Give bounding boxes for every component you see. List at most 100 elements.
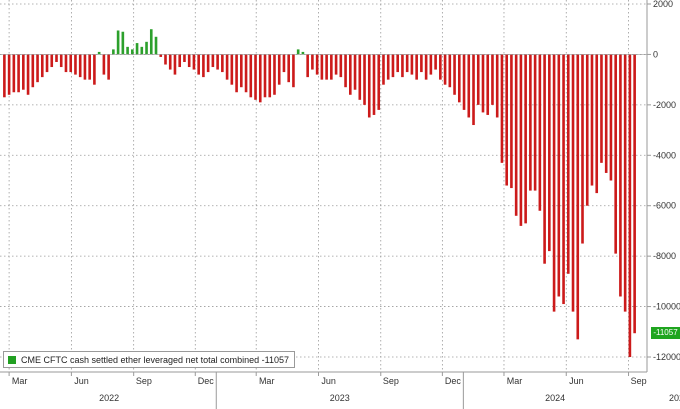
bar bbox=[439, 54, 442, 80]
bar bbox=[472, 54, 475, 126]
x-axis-year-labels: 2022 2023 2024 2025 bbox=[99, 393, 680, 403]
bar bbox=[552, 54, 556, 312]
bar bbox=[543, 54, 546, 264]
bar bbox=[59, 54, 63, 68]
bar bbox=[315, 54, 319, 75]
bar bbox=[244, 54, 248, 93]
bar bbox=[619, 54, 622, 297]
bar bbox=[386, 54, 390, 80]
bar bbox=[476, 54, 480, 105]
bar bbox=[83, 54, 87, 80]
bar bbox=[202, 54, 205, 78]
bar bbox=[154, 36, 158, 55]
x-tick-label: Mar bbox=[12, 376, 28, 386]
bar bbox=[221, 54, 224, 73]
bar bbox=[524, 54, 527, 224]
bar bbox=[562, 54, 565, 305]
bar bbox=[505, 54, 508, 186]
bar bbox=[230, 54, 234, 85]
legend-swatch bbox=[8, 355, 16, 364]
bar bbox=[500, 54, 504, 163]
bar bbox=[258, 54, 262, 103]
bar bbox=[533, 54, 537, 191]
bar bbox=[254, 54, 257, 100]
bar bbox=[325, 54, 328, 80]
y-tick-label: -2000 bbox=[653, 100, 676, 110]
bar bbox=[372, 54, 376, 115]
bar bbox=[140, 46, 144, 55]
bar bbox=[287, 54, 290, 83]
bar bbox=[486, 54, 490, 115]
bar bbox=[358, 54, 362, 100]
legend-label: CME CFTC cash settled ether leveraged ne… bbox=[21, 354, 289, 365]
bar bbox=[443, 54, 447, 85]
bar bbox=[576, 54, 580, 340]
year-label: 2023 bbox=[330, 393, 350, 403]
bar bbox=[391, 54, 395, 78]
bar bbox=[609, 54, 613, 181]
bar bbox=[192, 54, 196, 70]
y-tick-label: -10000 bbox=[653, 302, 680, 312]
x-tick-label: Mar bbox=[507, 376, 523, 386]
bar bbox=[159, 54, 163, 57]
bar bbox=[420, 54, 423, 73]
bar bbox=[64, 54, 68, 73]
y-tick-label: 2000 bbox=[653, 0, 673, 9]
bar bbox=[296, 49, 300, 55]
bar bbox=[339, 54, 343, 78]
bar bbox=[367, 54, 371, 118]
bar bbox=[604, 54, 608, 173]
bar bbox=[401, 54, 404, 78]
bar bbox=[424, 54, 428, 80]
bar bbox=[112, 49, 115, 55]
bar bbox=[107, 54, 110, 80]
year-label: 2025 bbox=[669, 393, 680, 403]
bar bbox=[26, 54, 30, 95]
bar bbox=[78, 54, 82, 78]
bar bbox=[600, 54, 603, 163]
bar bbox=[595, 54, 599, 194]
bar bbox=[538, 54, 542, 211]
bar bbox=[121, 31, 125, 55]
bar bbox=[334, 54, 338, 75]
bar bbox=[69, 54, 73, 73]
bar bbox=[377, 54, 381, 110]
y-tick-label: -4000 bbox=[653, 150, 676, 160]
bar bbox=[40, 54, 44, 78]
bar bbox=[396, 54, 399, 73]
bar bbox=[187, 54, 191, 68]
bar bbox=[173, 54, 177, 75]
bar bbox=[301, 51, 305, 55]
bar bbox=[131, 49, 134, 55]
bar bbox=[178, 54, 182, 68]
bar bbox=[623, 54, 627, 312]
bar bbox=[448, 54, 452, 88]
bar bbox=[434, 54, 437, 70]
x-tick-label: Jun bbox=[321, 376, 336, 386]
bar bbox=[211, 54, 215, 68]
bar bbox=[491, 54, 494, 105]
bar bbox=[12, 54, 16, 93]
bar bbox=[149, 29, 153, 55]
bar bbox=[206, 54, 210, 73]
bar bbox=[457, 54, 461, 103]
bar bbox=[164, 54, 167, 65]
bar bbox=[88, 54, 91, 80]
bar bbox=[410, 54, 414, 75]
bar bbox=[225, 54, 229, 80]
x-tick-label: Dec bbox=[198, 376, 215, 386]
bar bbox=[249, 54, 253, 98]
bar bbox=[17, 54, 20, 93]
bar bbox=[467, 54, 471, 118]
bar bbox=[585, 54, 589, 206]
bar bbox=[363, 54, 366, 105]
y-tick-label: 0 bbox=[653, 49, 658, 59]
bar bbox=[453, 54, 456, 95]
bar bbox=[240, 54, 243, 88]
bar bbox=[382, 54, 385, 85]
bar bbox=[548, 54, 551, 252]
bar bbox=[306, 54, 309, 78]
bar bbox=[581, 54, 584, 244]
y-tick-label: -12000 bbox=[653, 352, 680, 362]
x-tick-label: Mar bbox=[259, 376, 275, 386]
